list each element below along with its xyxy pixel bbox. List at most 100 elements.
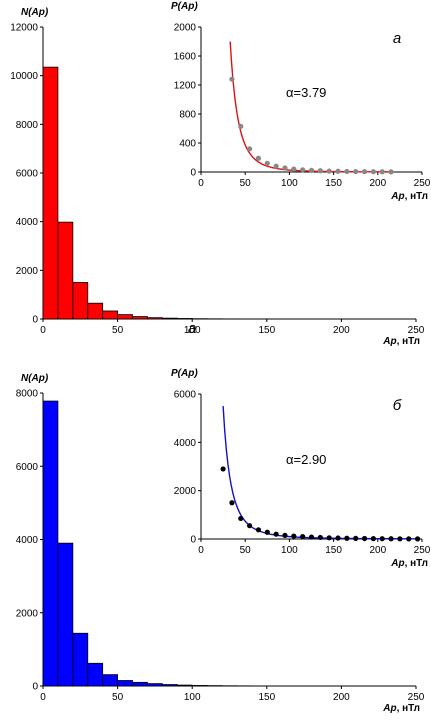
data-point: [388, 169, 394, 175]
y-tick-label: 0: [190, 535, 196, 546]
data-point: [353, 535, 359, 541]
data-point: [308, 167, 315, 174]
data-point: [255, 527, 262, 533]
x-tick-label: 150: [258, 692, 275, 703]
histogram-bar: [161, 684, 178, 687]
x-tick-label: 50: [240, 178, 252, 189]
data-point: [361, 535, 368, 542]
x-tick-label: 250: [414, 178, 431, 189]
histogram-bar: [191, 685, 208, 687]
y-tick-label: 4000: [16, 217, 39, 228]
panel-label: а: [393, 30, 401, 47]
data-point: [255, 155, 262, 161]
y-tick-label: 8000: [16, 120, 39, 131]
data-point: [247, 523, 253, 529]
inset-top: 0 400 800 1200 1600 2000 0 50 100 150 200 250 P(Ap) A…: [161, 0, 431, 204]
histogram-bar: [117, 314, 133, 320]
data-point: [229, 76, 235, 82]
x-tick-label: 200: [333, 692, 350, 703]
y-tick-label: 0: [32, 682, 38, 693]
data-point: [379, 169, 385, 175]
data-point: [370, 536, 376, 542]
data-point: [282, 165, 288, 171]
y-tick-label: 12000: [10, 23, 38, 34]
x-tick-label: 0: [198, 178, 204, 189]
data-point: [388, 536, 394, 542]
y-tick-label: 1200: [174, 81, 197, 92]
data-point: [300, 167, 306, 173]
y-tick-label: 8000: [16, 389, 39, 400]
histogram-bar: [161, 317, 178, 320]
x-tick-label: 250: [408, 325, 425, 336]
histogram-bar: [72, 282, 89, 320]
panel-caption: а: [188, 320, 196, 337]
data-point: [291, 166, 297, 172]
x-tick-label: 150: [325, 545, 342, 556]
data-point: [273, 163, 279, 169]
data-point: [300, 533, 306, 540]
data-point: [291, 533, 297, 539]
y-axis-title: P(Ap): [171, 1, 198, 12]
x-tick-label: 100: [281, 545, 298, 556]
x-axis-title: Ap, нТл: [382, 336, 420, 347]
histogram-bottom: 0 2000 4000 6000 8000 0 50 100 150 200 250 N(Ap) Ap,…: [16, 373, 425, 714]
y-tick-label: 4000: [174, 438, 197, 449]
panel-label: б: [393, 397, 402, 414]
y-tick-label: 2000: [16, 608, 39, 619]
x-tick-label: 250: [414, 545, 431, 556]
data-point: [326, 535, 332, 541]
histogram-bar: [57, 221, 74, 320]
histogram-bar: [57, 542, 74, 687]
x-tick-label: 150: [258, 325, 275, 336]
x-tick-label: 50: [112, 325, 124, 336]
data-point: [229, 500, 235, 506]
y-axis-title: P(Ap): [171, 368, 198, 379]
x-tick-label: 0: [198, 545, 204, 556]
x-tick-label: 100: [184, 325, 201, 336]
histogram-bar: [147, 683, 163, 687]
histogram-bar: [102, 310, 119, 320]
data-point: [335, 535, 341, 541]
data-point: [317, 168, 323, 174]
data-point: [361, 169, 368, 175]
y-tick-label: 6000: [16, 462, 39, 473]
x-axis-title: Ap, нТл: [390, 191, 428, 202]
y-tick-label: 10000: [10, 71, 38, 82]
y-tick-label: 6000: [16, 169, 39, 180]
histogram-bar: [42, 400, 59, 687]
histogram-bar: [87, 662, 104, 687]
y-tick-label: 2000: [174, 23, 197, 34]
y-tick-label: 6000: [174, 390, 197, 401]
x-tick-label: 50: [112, 692, 124, 703]
alpha-label: α=2.90: [286, 452, 326, 467]
data-point: [397, 536, 403, 542]
data-point: [326, 168, 332, 174]
x-axis-title: Ap, нТл: [382, 703, 420, 714]
data-point: [406, 536, 412, 542]
x-tick-label: 250: [408, 692, 425, 703]
x-axis-title: Ap, нТл: [390, 558, 428, 569]
data-point: [282, 532, 288, 538]
data-point: [379, 536, 385, 542]
data-point: [247, 146, 253, 152]
x-tick-label: 0: [40, 692, 46, 703]
data-point: [335, 168, 341, 174]
x-tick-label: 100: [184, 692, 201, 703]
alpha-label: α=3.79: [286, 85, 326, 100]
histogram-bar: [87, 302, 104, 320]
inset-bottom: 0 2000 4000 6000 0 50 100 150 200 250 P(Ap) Ap, нТл…: [161, 364, 431, 571]
y-axis-title: N(Ap): [21, 7, 49, 18]
data-point: [370, 169, 376, 175]
data-point: [264, 160, 270, 166]
histogram-bar: [132, 681, 148, 687]
y-tick-label: 2000: [174, 486, 197, 497]
data-point: [238, 515, 244, 522]
data-point: [264, 529, 270, 535]
data-point: [414, 536, 421, 542]
y-axis-title: N(Ap): [21, 373, 49, 384]
data-point: [344, 535, 350, 541]
histogram-bar: [132, 316, 148, 320]
data-point: [273, 531, 279, 537]
data-point: [238, 123, 244, 129]
